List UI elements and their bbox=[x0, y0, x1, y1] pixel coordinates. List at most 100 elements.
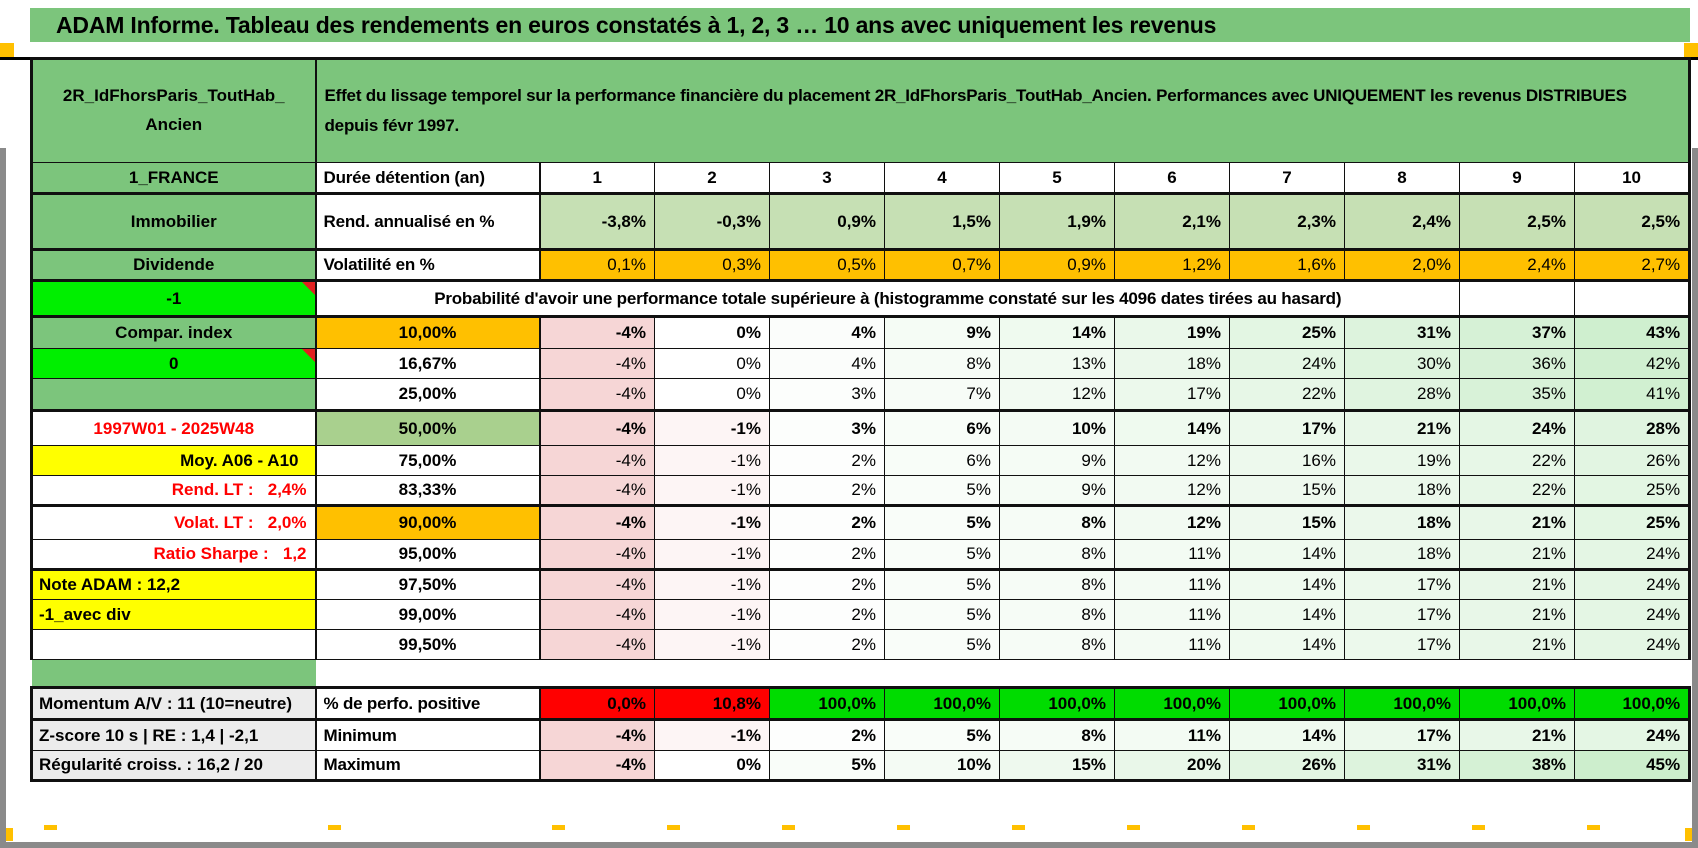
value-cell[interactable]: 31% bbox=[1344, 315, 1460, 349]
value-cell[interactable]: -4% bbox=[539, 348, 655, 379]
value-cell[interactable]: 3% bbox=[769, 378, 885, 411]
row-label-cell[interactable] bbox=[30, 629, 317, 660]
empty-cell[interactable] bbox=[1573, 279, 1692, 317]
value-cell[interactable]: 100,0% bbox=[884, 686, 1000, 720]
value-cell[interactable]: -4% bbox=[539, 599, 655, 630]
value-cell[interactable]: 0% bbox=[654, 750, 770, 782]
value-cell[interactable]: 1,2% bbox=[1114, 248, 1230, 281]
value-cell[interactable]: 35% bbox=[1459, 378, 1575, 411]
value-cell[interactable]: 6 bbox=[1114, 162, 1230, 194]
value-cell[interactable]: 26% bbox=[1229, 750, 1345, 782]
value-cell[interactable]: 7% bbox=[884, 378, 1000, 411]
gap-cell[interactable] bbox=[315, 659, 1690, 688]
value-cell[interactable]: -4% bbox=[539, 539, 655, 570]
row-label-cell[interactable]: -1_avec div bbox=[30, 599, 317, 630]
value-cell[interactable]: 5% bbox=[884, 504, 1000, 540]
row-label-cell[interactable]: Volat. LT : 2,0% bbox=[30, 504, 317, 540]
value-cell[interactable]: 11% bbox=[1114, 599, 1230, 630]
value-cell[interactable]: 100,0% bbox=[1344, 686, 1460, 720]
value-cell[interactable]: 8% bbox=[999, 718, 1115, 751]
value-cell[interactable]: 20% bbox=[1114, 750, 1230, 782]
value-cell[interactable]: 19% bbox=[1114, 315, 1230, 349]
value-cell[interactable]: 3 bbox=[769, 162, 885, 194]
value-cell[interactable]: 2% bbox=[769, 445, 885, 476]
value-cell[interactable]: 18% bbox=[1344, 475, 1460, 506]
value-cell[interactable]: 15% bbox=[999, 750, 1115, 782]
row-desc-cell[interactable]: 50,00% bbox=[315, 409, 541, 446]
value-cell[interactable]: 2% bbox=[769, 599, 885, 630]
value-cell[interactable]: 2% bbox=[769, 475, 885, 506]
value-cell[interactable]: 22% bbox=[1459, 445, 1575, 476]
value-cell[interactable]: 37% bbox=[1459, 315, 1575, 349]
row-label-cell[interactable] bbox=[30, 378, 317, 411]
value-cell[interactable]: 2,1% bbox=[1114, 192, 1230, 250]
row-desc-cell[interactable]: 95,00% bbox=[315, 539, 541, 570]
value-cell[interactable]: 31% bbox=[1344, 750, 1460, 782]
value-cell[interactable]: 21% bbox=[1459, 539, 1575, 570]
value-cell[interactable]: 5% bbox=[884, 599, 1000, 630]
row-label-cell[interactable]: 0 bbox=[30, 348, 317, 379]
value-cell[interactable]: 2% bbox=[769, 504, 885, 540]
value-cell[interactable]: 12% bbox=[1114, 475, 1230, 506]
empty-cell[interactable] bbox=[1459, 279, 1575, 317]
value-cell[interactable]: 2,4% bbox=[1344, 192, 1460, 250]
value-cell[interactable]: 0,0% bbox=[539, 686, 655, 720]
value-cell[interactable]: 0,7% bbox=[884, 248, 1000, 281]
value-cell[interactable]: -1% bbox=[654, 568, 770, 600]
value-cell[interactable]: 24% bbox=[1573, 568, 1692, 600]
value-cell[interactable]: 17% bbox=[1114, 378, 1230, 411]
value-cell[interactable]: 4% bbox=[769, 348, 885, 379]
value-cell[interactable]: -1% bbox=[654, 629, 770, 660]
value-cell[interactable]: 17% bbox=[1344, 599, 1460, 630]
value-cell[interactable]: 2% bbox=[769, 568, 885, 600]
row-desc-cell[interactable]: 16,67% bbox=[315, 348, 541, 379]
value-cell[interactable]: 15% bbox=[1229, 504, 1345, 540]
value-cell[interactable]: 6% bbox=[884, 445, 1000, 476]
row-desc-cell[interactable]: % de perfo. positive bbox=[315, 686, 541, 720]
value-cell[interactable]: 13% bbox=[999, 348, 1115, 379]
value-cell[interactable]: 21% bbox=[1459, 568, 1575, 600]
value-cell[interactable]: 11% bbox=[1114, 718, 1230, 751]
value-cell[interactable]: -4% bbox=[539, 504, 655, 540]
value-cell[interactable]: 25% bbox=[1229, 315, 1345, 349]
value-cell[interactable]: 14% bbox=[999, 315, 1115, 349]
value-cell[interactable]: 2% bbox=[769, 629, 885, 660]
value-cell[interactable]: 8% bbox=[999, 504, 1115, 540]
value-cell[interactable]: -4% bbox=[539, 378, 655, 411]
value-cell[interactable]: 10% bbox=[884, 750, 1000, 782]
row-desc-cell[interactable]: 97,50% bbox=[315, 568, 541, 600]
row-label-cell[interactable]: 1997W01 - 2025W48 bbox=[30, 409, 317, 446]
row-label-cell[interactable]: 1_FRANCE bbox=[30, 162, 317, 194]
sheet-corner-cell[interactable]: 2R_IdFhorsParis_ToutHab_ Ancien bbox=[30, 57, 317, 163]
value-cell[interactable]: 1,5% bbox=[884, 192, 1000, 250]
value-cell[interactable]: 14% bbox=[1114, 409, 1230, 446]
value-cell[interactable]: 8% bbox=[884, 348, 1000, 379]
value-cell[interactable]: 10% bbox=[999, 409, 1115, 446]
value-cell[interactable]: 10,8% bbox=[654, 686, 770, 720]
value-cell[interactable]: 5% bbox=[884, 629, 1000, 660]
value-cell[interactable]: -1% bbox=[654, 718, 770, 751]
value-cell[interactable]: 100,0% bbox=[1459, 686, 1575, 720]
value-cell[interactable]: 2,0% bbox=[1344, 248, 1460, 281]
row-desc-cell[interactable]: 99,50% bbox=[315, 629, 541, 660]
value-cell[interactable]: 22% bbox=[1459, 475, 1575, 506]
value-cell[interactable]: 45% bbox=[1573, 750, 1692, 782]
value-cell[interactable]: 24% bbox=[1573, 599, 1692, 630]
value-cell[interactable]: -1% bbox=[654, 504, 770, 540]
value-cell[interactable]: 14% bbox=[1229, 539, 1345, 570]
value-cell[interactable]: 2,7% bbox=[1573, 248, 1692, 281]
value-cell[interactable]: 21% bbox=[1459, 629, 1575, 660]
value-cell[interactable]: -4% bbox=[539, 750, 655, 782]
value-cell[interactable]: 36% bbox=[1459, 348, 1575, 379]
value-cell[interactable]: 21% bbox=[1459, 718, 1575, 751]
value-cell[interactable]: 0% bbox=[654, 348, 770, 379]
row-label-cell[interactable]: Régularité croiss. : 16,2 / 20 bbox=[30, 750, 317, 782]
value-cell[interactable]: 0% bbox=[654, 378, 770, 411]
value-cell[interactable]: 5% bbox=[884, 539, 1000, 570]
value-cell[interactable]: 9% bbox=[999, 475, 1115, 506]
value-cell[interactable]: 38% bbox=[1459, 750, 1575, 782]
value-cell[interactable]: 12% bbox=[1114, 445, 1230, 476]
value-cell[interactable]: 21% bbox=[1459, 599, 1575, 630]
value-cell[interactable]: -1% bbox=[654, 475, 770, 506]
value-cell[interactable]: 5% bbox=[769, 750, 885, 782]
